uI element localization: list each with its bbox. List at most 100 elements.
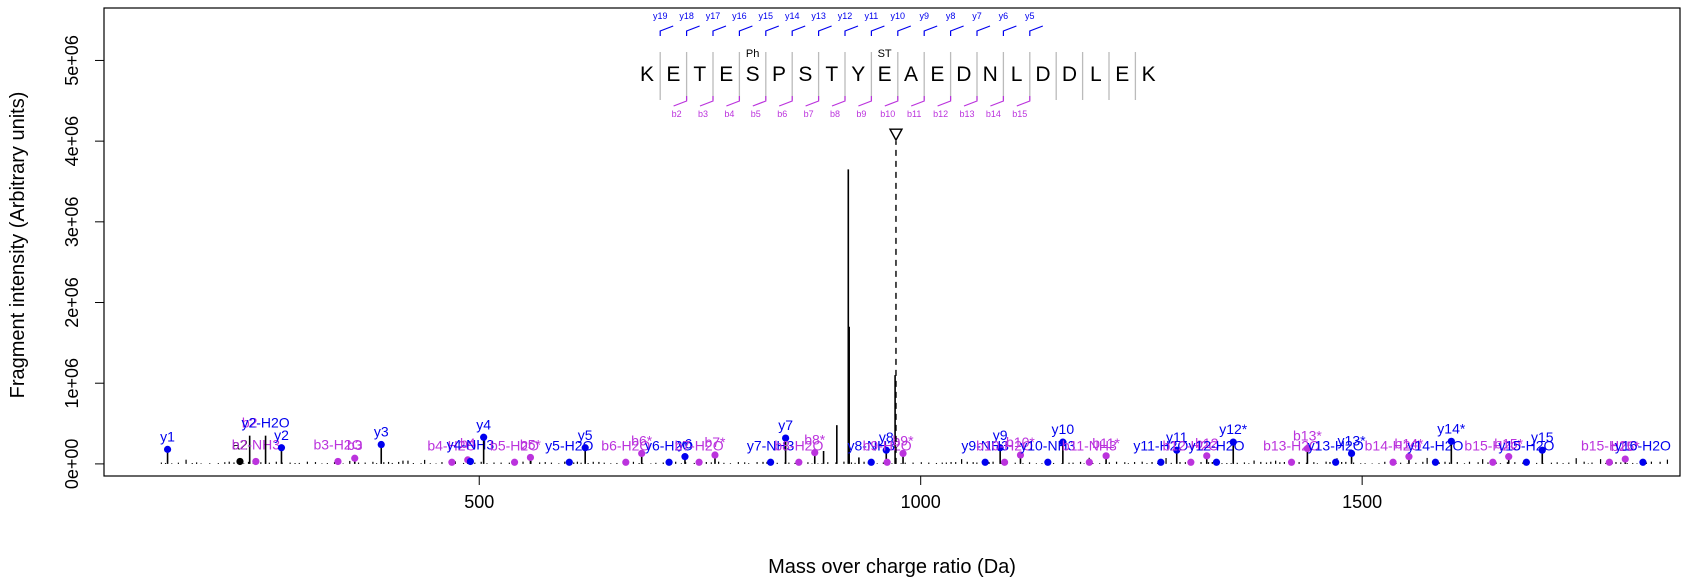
- sequence-residue: K: [640, 63, 654, 86]
- y-fragment-mark: [1029, 25, 1044, 36]
- b-fragment-label: b11: [907, 109, 921, 119]
- ion-label: y1: [160, 428, 175, 444]
- ion-marker: [996, 444, 1004, 452]
- ion-label: b4: [460, 435, 476, 451]
- ion-marker: [1173, 446, 1181, 454]
- y-fragment-mark: [844, 25, 859, 36]
- ion-marker: [1102, 452, 1110, 460]
- b-fragment-mark: [673, 96, 688, 107]
- sequence-residue: E: [930, 63, 944, 86]
- y-tick-label: 1e+06: [62, 358, 82, 409]
- ion-label: y7: [778, 417, 793, 433]
- ion-marker: [1639, 458, 1647, 466]
- ion-marker: [711, 451, 719, 459]
- sequence-residue: S: [798, 63, 812, 86]
- ion-label: y3: [374, 424, 389, 440]
- ion-marker: [1405, 453, 1413, 461]
- b-fragment-label: b13: [959, 109, 974, 119]
- sequence-residue: E: [878, 63, 892, 86]
- b-fragment-mark: [858, 96, 873, 107]
- ion-label: b5-H2O: [490, 437, 539, 453]
- y-fragment-label: y8: [946, 11, 956, 21]
- b-fragment-label: b9: [856, 109, 866, 119]
- ion-label: y10: [1052, 421, 1075, 437]
- ion-marker: [581, 444, 589, 452]
- sequence-residue: E: [719, 63, 733, 86]
- ion-label: b2-NH3: [232, 436, 280, 452]
- y-tick-label: 5e+06: [62, 35, 82, 86]
- precursor-triangle: [888, 128, 904, 142]
- ion-label: y11: [1166, 429, 1188, 445]
- ion-label: b7-H2O: [675, 437, 724, 453]
- x-axis: 500 1000 1500: [464, 476, 1382, 512]
- sequence-residue: L: [1011, 63, 1023, 86]
- b-fragment-label: b15: [1012, 109, 1027, 119]
- sequence-residue: L: [1090, 63, 1102, 86]
- ion-marker: [638, 449, 646, 458]
- sequence-residue: E: [666, 63, 680, 86]
- ion-marker: [466, 457, 475, 466]
- ion-marker: [351, 454, 359, 462]
- ion-marker: [1287, 458, 1296, 466]
- b-fragment-label: b3: [698, 109, 708, 119]
- y-fragment-label: y15: [759, 11, 774, 21]
- ion-marker: [1447, 437, 1455, 445]
- ion-marker: [681, 453, 689, 461]
- b-fragment-mark: [752, 96, 767, 107]
- y-fragment-mark: [659, 25, 674, 36]
- ion-label: b4-H2O: [427, 437, 476, 453]
- ion-marker: [163, 445, 172, 453]
- y-fragment-label: y7: [972, 11, 982, 21]
- ion-marker: [695, 458, 703, 466]
- ion-marker: [236, 457, 244, 466]
- y-fragment-mark: [712, 25, 727, 36]
- sequence-residue: D: [956, 63, 971, 86]
- sequence-residue: A: [904, 63, 918, 86]
- ion-marker: [899, 449, 907, 458]
- ion-marker: [1085, 458, 1093, 466]
- y-fragment-label: y19: [653, 11, 668, 21]
- b-fragment-mark: [699, 96, 714, 107]
- y-tick-label: 4e+06: [62, 116, 82, 167]
- b-fragment-mark: [910, 96, 925, 107]
- y-fragment-mark: [870, 25, 885, 36]
- ion-marker: [1605, 458, 1613, 466]
- ion-marker: [1229, 438, 1237, 446]
- ion-label: y5: [578, 427, 593, 443]
- ion-label: b9-H2O: [863, 437, 912, 453]
- ion-label: y15: [1531, 429, 1554, 445]
- ion-label: b9*: [893, 432, 915, 448]
- ion-label: b15*: [1494, 436, 1523, 452]
- y-fragment-label: y5: [1025, 11, 1035, 21]
- ion-label: y14-H2O: [1407, 437, 1463, 453]
- ion-label: b11*: [1092, 435, 1120, 451]
- ion-marker: [510, 458, 519, 466]
- sequence-residue: Y: [851, 63, 865, 86]
- y-fragment-mark: [791, 25, 806, 36]
- ion-label: b8*: [804, 432, 826, 448]
- y-fragment-mark: [923, 25, 938, 36]
- sequence-residue: T: [693, 63, 706, 86]
- y-fragment-mark: [685, 25, 700, 36]
- ion-marker: [883, 458, 891, 466]
- ion-marker: [1489, 458, 1497, 466]
- y-tick-label: 2e+06: [62, 277, 82, 328]
- ion-label: y16-H2O: [1615, 437, 1671, 453]
- ion-marker: [782, 434, 790, 442]
- sequence-residue: N: [983, 63, 998, 86]
- ion-label: b8-H2O: [774, 437, 823, 453]
- sequence-residue: D: [1035, 63, 1050, 86]
- sequence-residue: D: [1062, 63, 1077, 86]
- ion-label: b10*: [1006, 434, 1035, 450]
- ion-marker: [1212, 458, 1221, 466]
- ion-label: y2-H2O: [241, 415, 289, 431]
- ion-label: y8: [879, 429, 894, 445]
- ion-marker: [1621, 455, 1629, 463]
- ion-label: y5-H2O: [545, 437, 593, 453]
- x-tick-label: 1000: [901, 492, 941, 512]
- ion-label: y2: [274, 427, 289, 443]
- plot-box: [103, 7, 1681, 477]
- y-fragment-mark: [976, 25, 991, 36]
- ion-marker: [811, 449, 819, 457]
